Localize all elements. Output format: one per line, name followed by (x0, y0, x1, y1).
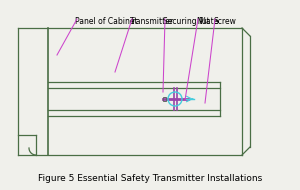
Text: Securing Plate: Securing Plate (163, 17, 218, 26)
Text: Nut: Nut (196, 17, 210, 26)
Text: Figure 5 Essential Safety Transmitter Installations: Figure 5 Essential Safety Transmitter In… (38, 174, 262, 183)
Text: Transmitter: Transmitter (130, 17, 174, 26)
Text: Panel of Cabinet: Panel of Cabinet (75, 17, 138, 26)
Bar (163, 97, 166, 101)
Text: Screw: Screw (213, 17, 236, 26)
